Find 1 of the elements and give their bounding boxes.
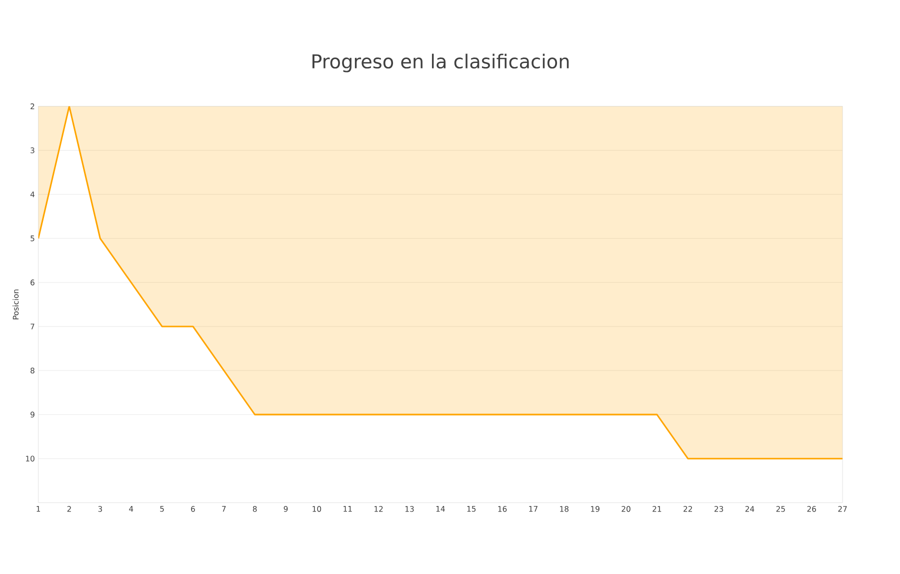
chart-title: Progreso en la clasificacion bbox=[312, 54, 569, 72]
